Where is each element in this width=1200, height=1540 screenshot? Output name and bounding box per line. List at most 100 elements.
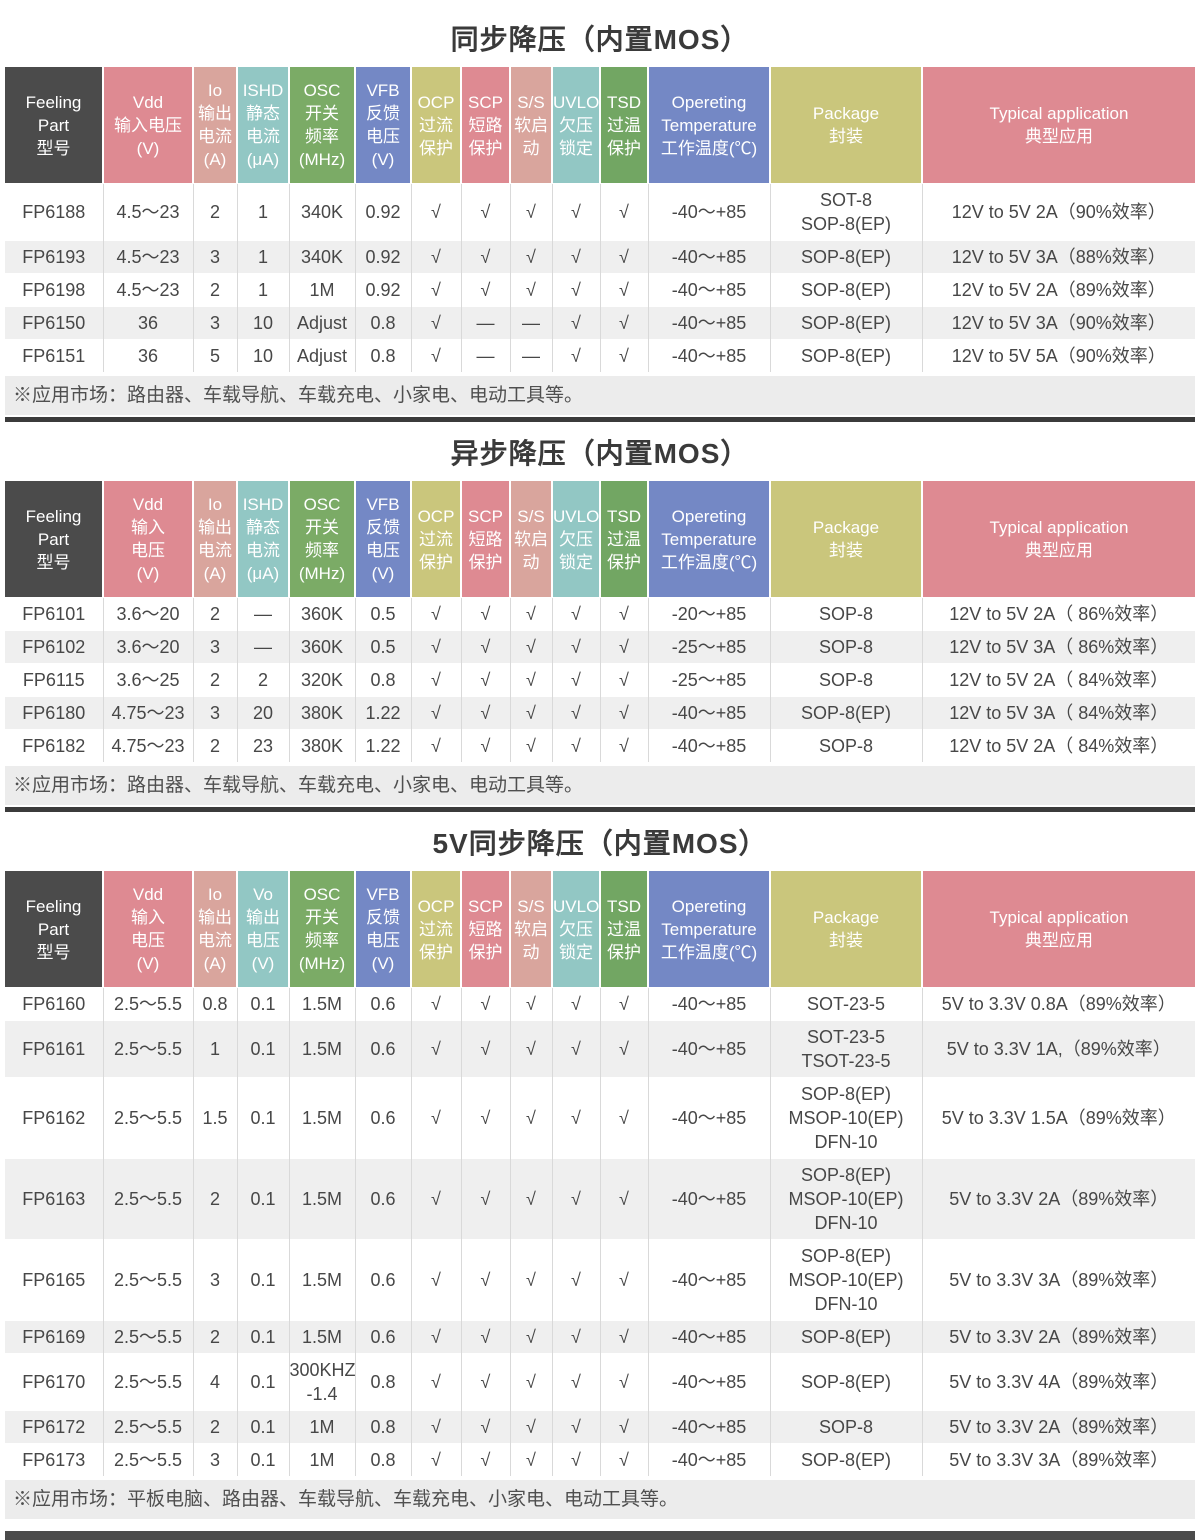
cell-typical: 5V to 3.3V 3A（89%效率） [921,1239,1195,1321]
cell-scp: √ [460,1443,510,1476]
cell-ocp: √ [410,663,461,697]
cell-scp: √ [460,696,510,730]
header-cell-vfb: VFB 反馈 电压 (V) [354,871,411,988]
cell-osc: 380K [288,729,355,762]
spec-row-FP6198: FP6198 4.5～23 2 1 1M 0.92 √ √ √ √ √ -40～+85 SOP-8(EP… [5,273,1195,307]
cell-uvlo: √ [551,663,600,697]
cell-ss: √ [509,1353,552,1411]
cell-scp: √ [460,729,510,762]
cell-part: FP6173 [22,1450,86,1470]
cell-part: FP6160 [22,994,86,1014]
cell-io: 2 [192,1320,237,1354]
cell-scp: √ [460,1320,510,1354]
cell-tsd: √ [599,240,648,274]
cell-scp: √ [460,1410,510,1444]
cell-part: FP6193 [22,247,86,267]
cell-tsd: √ [599,339,648,372]
cell-typical: 5V to 3.3V 0.8A（89%效率） [921,987,1195,1021]
next-table-header-partial [5,1531,1195,1540]
cell-ss: √ [509,696,552,730]
cell-part: FP6165 [22,1270,86,1290]
cell-ocp: √ [410,696,461,730]
header-cell-typical: Typical application 典型应用 [921,481,1195,598]
spec-row-FP6102: FP6102 3.6～20 3—360K 0.5 √ √ √ √ √ -25～+85 SOP-8 12… [5,630,1195,664]
cell-vdd: 3.6～25 [102,663,193,697]
spec-row-FP6151: FP6151 36 5 10 Adjust 0.8 √ — — √ √ -40～+85 SOP-8(EP… [5,339,1195,372]
header-cell-scp: SCP 短路 保护 [460,67,510,184]
cell-ocp: √ [410,987,461,1021]
spec-row-FP6162: FP6162 2.5～5.5 1.5 0.1 1.5M 0.6 √ √ √ √ √ -40～+85 SO… [5,1077,1195,1159]
cell-ss: √ [509,1239,552,1321]
cell-package: SOP-8 [769,597,922,631]
cell-ocp: √ [410,1239,461,1321]
cell-ocp: √ [410,1158,461,1240]
cell-scp: √ [460,1353,510,1411]
cell-ocp: √ [410,597,461,631]
cell-temp: -40～+85 [647,183,770,241]
cell-part: FP6115 [22,670,85,690]
cell-part: FP6198 [22,280,86,300]
cell-col4: 0.1 [236,1410,289,1444]
cell-io: 2 [192,1410,237,1444]
cell-tsd: √ [599,1320,648,1354]
cell-package: SOP-8(EP) [769,1320,922,1354]
section-async-buck: 异步降压（内置MOS） Feeling Part 型号 Vdd 输入 电压 (V)… [5,432,1195,812]
cell-scp: √ [460,1020,510,1078]
spec-row-FP6115: FP6115 3.6～25 2 2 320K 0.8 √ √ √ √ √ -25～+85 SOP-8 12… [5,663,1195,697]
header-cell-io: Io 输出 电流 (A) [192,871,237,988]
cell-package: SOT-8 SOP-8(EP) [769,183,922,241]
header-cell-ss: S/S 软启 动 [509,871,552,988]
cell-typical: 12V to 5V 2A（ 84%效率） [921,729,1195,762]
cell-vfb: 0.8 [354,663,411,697]
cell-ss: √ [509,1158,552,1240]
cell-vdd: 4.75～23 [102,729,193,762]
header-cell-ocp: OCP 过流 保护 [410,481,461,598]
cell-ss: — [509,306,552,340]
cell-vdd: 36 [102,306,193,340]
cell-package: SOT-23-5 [769,987,922,1021]
header-row: Feeling Part 型号 Vdd 输入 电压 (V) Io 输出 电流 (A)… [5,871,1195,988]
application-market-note: ※应用市场：路由器、车载导航、车载充电、小家电、电动工具等。 [5,766,1195,805]
cell-osc: 1M [288,1443,355,1476]
header-cell-ocp: OCP 过流 保护 [410,871,461,988]
spec-row-FP6172: FP6172 2.5～5.5 2 0.1 1M 0.8 √ √ √ √ √ -40～+85 SOP-8 5… [5,1410,1195,1444]
cell-ss: √ [509,729,552,762]
cell-uvlo: √ [551,987,600,1021]
cell-uvlo: √ [551,1320,600,1354]
cell-tsd: √ [599,663,648,697]
cell-package: SOP-8 [769,729,922,762]
header-cell-temp: Opereting Temperature 工作温度(℃) [647,871,770,988]
cell-vdd: 2.5～5.5 [102,1077,193,1159]
header-cell-temp: Opereting Temperature 工作温度(℃) [647,67,770,184]
cell-tsd: √ [599,1158,648,1240]
cell-col4: 10 [236,306,289,340]
cell-col4: 1 [236,273,289,307]
spec-row-FP6160: FP6160 2.5～5.5 0.8 0.1 1.5M 0.6 √ √ √ √ √ -40～+85 SO… [5,987,1195,1021]
header-cell-col4: ISHD 静态 电流 (μA) [236,481,289,598]
header-cell-tsd: TSD 过温 保护 [599,67,648,184]
cell-part: FP6188 [22,202,86,222]
cell-io: 3 [192,306,237,340]
cell-uvlo: √ [551,1239,600,1321]
header-cell-vdd: Vdd 输入电压 (V) [102,67,193,184]
cell-temp: -40～+85 [647,987,770,1021]
cell-tsd: √ [599,306,648,340]
cell-osc: 1.5M [288,1020,355,1078]
cell-osc: 1.5M [288,1320,355,1354]
cell-typical: 5V to 3.3V 2A（89%效率） [921,1410,1195,1444]
cell-tsd: √ [599,696,648,730]
header-cell-tsd: TSD 过温 保护 [599,481,648,598]
page: 同步降压（内置MOS） Feeling Part 型号 Vdd 输入电压 (V) I… [5,18,1195,1540]
spec-row-FP6193: FP6193 4.5～23 3 1 340K 0.92 √ √ √ √ √ -40～+85 SOP-8(… [5,240,1195,274]
cell-ss: √ [509,1020,552,1078]
cell-osc: Adjust [288,339,355,372]
cell-package: SOT-23-5 TSOT-23-5 [769,1020,922,1078]
cell-scp: √ [460,663,510,697]
header-cell-scp: SCP 短路 保护 [460,481,510,598]
cell-part: FP6163 [22,1189,86,1209]
cell-tsd: √ [599,1020,648,1078]
cell-temp: -40～+85 [647,696,770,730]
header-cell-vfb: VFB 反馈 电压 (V) [354,481,411,598]
header-cell-package: Package 封装 [769,67,922,184]
cell-ss: — [509,339,552,372]
